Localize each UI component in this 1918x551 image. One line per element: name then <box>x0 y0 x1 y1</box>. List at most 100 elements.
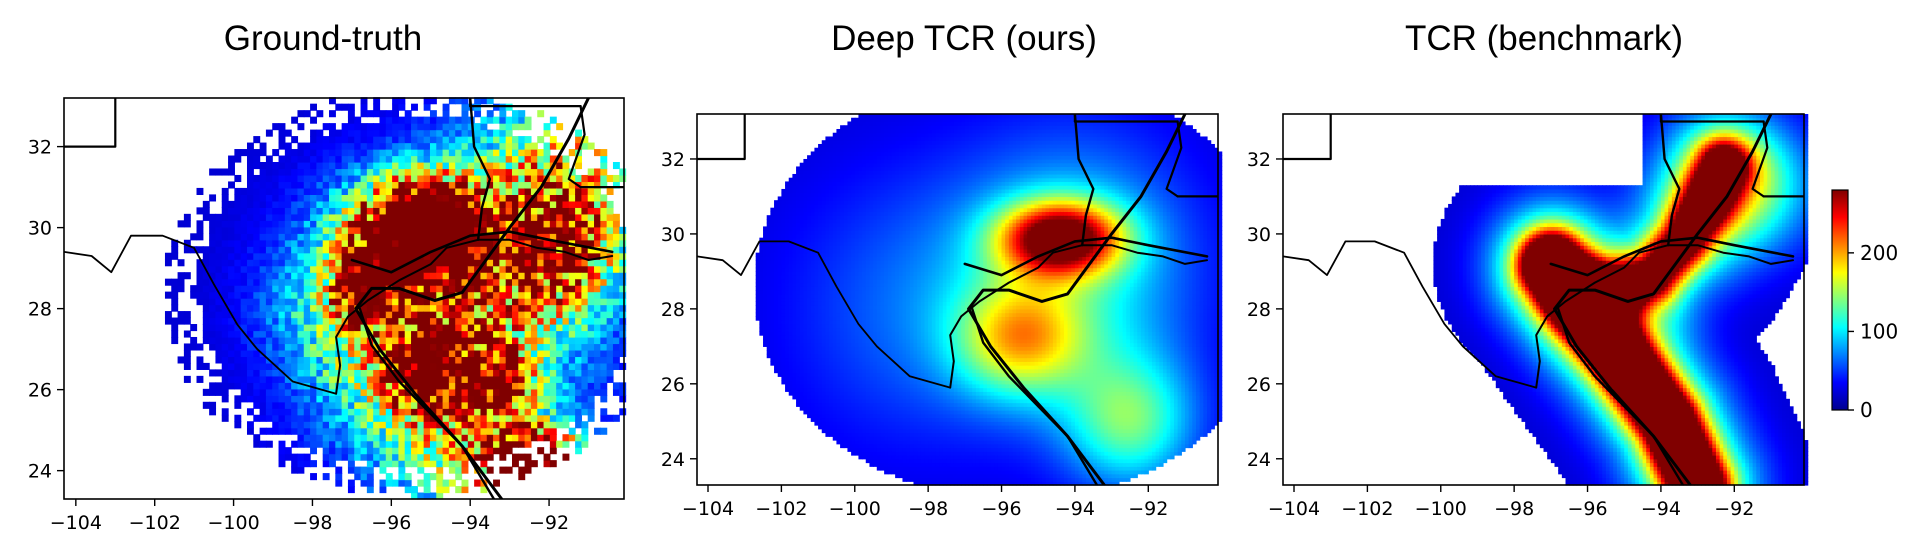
heatmap-cell <box>810 293 816 299</box>
heatmap-cell <box>505 123 513 131</box>
heatmap-cell <box>474 162 482 170</box>
heatmap-cell <box>366 194 374 202</box>
heatmap-cell <box>354 375 362 383</box>
heatmap-cell <box>788 237 793 243</box>
heatmap-cell <box>594 311 601 319</box>
heatmap-cell <box>543 369 551 377</box>
heatmap-cell <box>329 194 336 202</box>
heatmap-cell <box>360 434 368 442</box>
heatmap-cell <box>442 382 450 390</box>
heatmap-cell <box>792 200 797 205</box>
heatmap-cell <box>493 382 500 390</box>
heatmap-cell <box>278 213 286 221</box>
heatmap-cell <box>518 194 526 202</box>
heatmap-cell <box>777 282 782 287</box>
heatmap-cell <box>448 194 456 202</box>
heatmap-cell <box>556 356 564 364</box>
heatmap-cell <box>297 181 305 189</box>
heatmap-cell <box>411 382 418 390</box>
heatmap-cell <box>530 330 538 338</box>
heatmap-cell <box>575 265 583 273</box>
heatmap-cell <box>429 311 437 319</box>
heatmap-cell <box>310 259 317 267</box>
heatmap-cell <box>840 443 845 449</box>
heatmap-cell <box>373 200 381 208</box>
heatmap-cell <box>512 414 519 422</box>
heatmap-cell <box>398 220 406 228</box>
heatmap-cell <box>829 293 834 299</box>
heatmap-cell <box>423 207 431 215</box>
heatmap-cell <box>417 278 425 286</box>
heatmap-cell <box>291 149 299 157</box>
heatmap-cell <box>436 298 444 306</box>
heatmap-cell <box>562 213 570 221</box>
heatmap-cell <box>821 357 827 362</box>
heatmap-cell <box>303 278 311 286</box>
heatmap-cell <box>411 343 418 351</box>
heatmap-cell <box>385 181 393 189</box>
heatmap-cell <box>505 466 513 474</box>
heatmap-cell <box>272 408 280 416</box>
heatmap-cell <box>796 233 801 239</box>
heatmap-cell <box>423 123 431 131</box>
heatmap-cell <box>411 492 418 500</box>
heatmap-cell <box>455 252 463 260</box>
heatmap-cell <box>486 317 494 325</box>
heatmap-cell <box>796 188 801 194</box>
heatmap-cell <box>512 136 519 144</box>
heatmap-cell <box>777 286 782 291</box>
heatmap-cell <box>847 413 852 419</box>
heatmap-cell <box>265 336 273 345</box>
heatmap-cell <box>537 311 545 319</box>
heatmap-cell <box>360 401 368 409</box>
heatmap-cell <box>354 285 362 293</box>
heatmap-cell <box>379 486 387 494</box>
heatmap-cell <box>562 226 570 234</box>
heatmap-cell <box>512 285 519 293</box>
heatmap-cell <box>417 168 425 176</box>
heatmap-cell <box>461 129 469 137</box>
heatmap-cell <box>448 343 456 351</box>
heatmap-cell <box>171 278 179 286</box>
heatmap-cell <box>796 218 801 224</box>
heatmap-cell <box>814 406 819 411</box>
heatmap-cell <box>284 259 292 267</box>
heatmap-cell <box>486 285 494 293</box>
heatmap-cell <box>777 290 782 295</box>
heatmap-cell <box>763 290 768 295</box>
heatmap-cell <box>759 263 764 269</box>
heatmap-cell <box>807 215 812 220</box>
heatmap-cell <box>807 260 812 265</box>
heatmap-cell <box>821 365 827 370</box>
heatmap-cell <box>781 376 786 381</box>
heatmap-cell <box>259 187 267 195</box>
heatmap-cell <box>240 317 248 325</box>
heatmap-cell <box>537 110 545 118</box>
heatmap-cell <box>291 285 299 293</box>
heatmap-cell <box>442 233 450 241</box>
heatmap-cell <box>843 215 849 220</box>
heatmap-cell <box>284 311 292 319</box>
heatmap-cell <box>436 136 444 144</box>
heatmap-cell <box>847 290 852 295</box>
heatmap-cell <box>467 207 475 215</box>
heatmap-cell <box>379 252 387 260</box>
heatmap-cell <box>455 369 463 377</box>
heatmap-cell <box>246 252 254 260</box>
heatmap-cell <box>612 213 620 221</box>
heatmap-cell <box>366 395 374 403</box>
heatmap-cell <box>530 375 538 383</box>
heatmap-cell <box>766 286 771 291</box>
heatmap-cell <box>404 252 412 260</box>
heatmap-cell <box>493 434 500 442</box>
heatmap-cell <box>310 414 317 422</box>
heatmap-cell <box>404 168 412 176</box>
heatmap-cell <box>770 222 775 228</box>
heatmap-cell <box>836 263 841 269</box>
heatmap-cell <box>392 349 400 358</box>
heatmap-cell <box>530 187 538 195</box>
heatmap-cell <box>803 323 808 329</box>
heatmap-cell <box>785 342 790 347</box>
heatmap-cell <box>448 246 456 254</box>
